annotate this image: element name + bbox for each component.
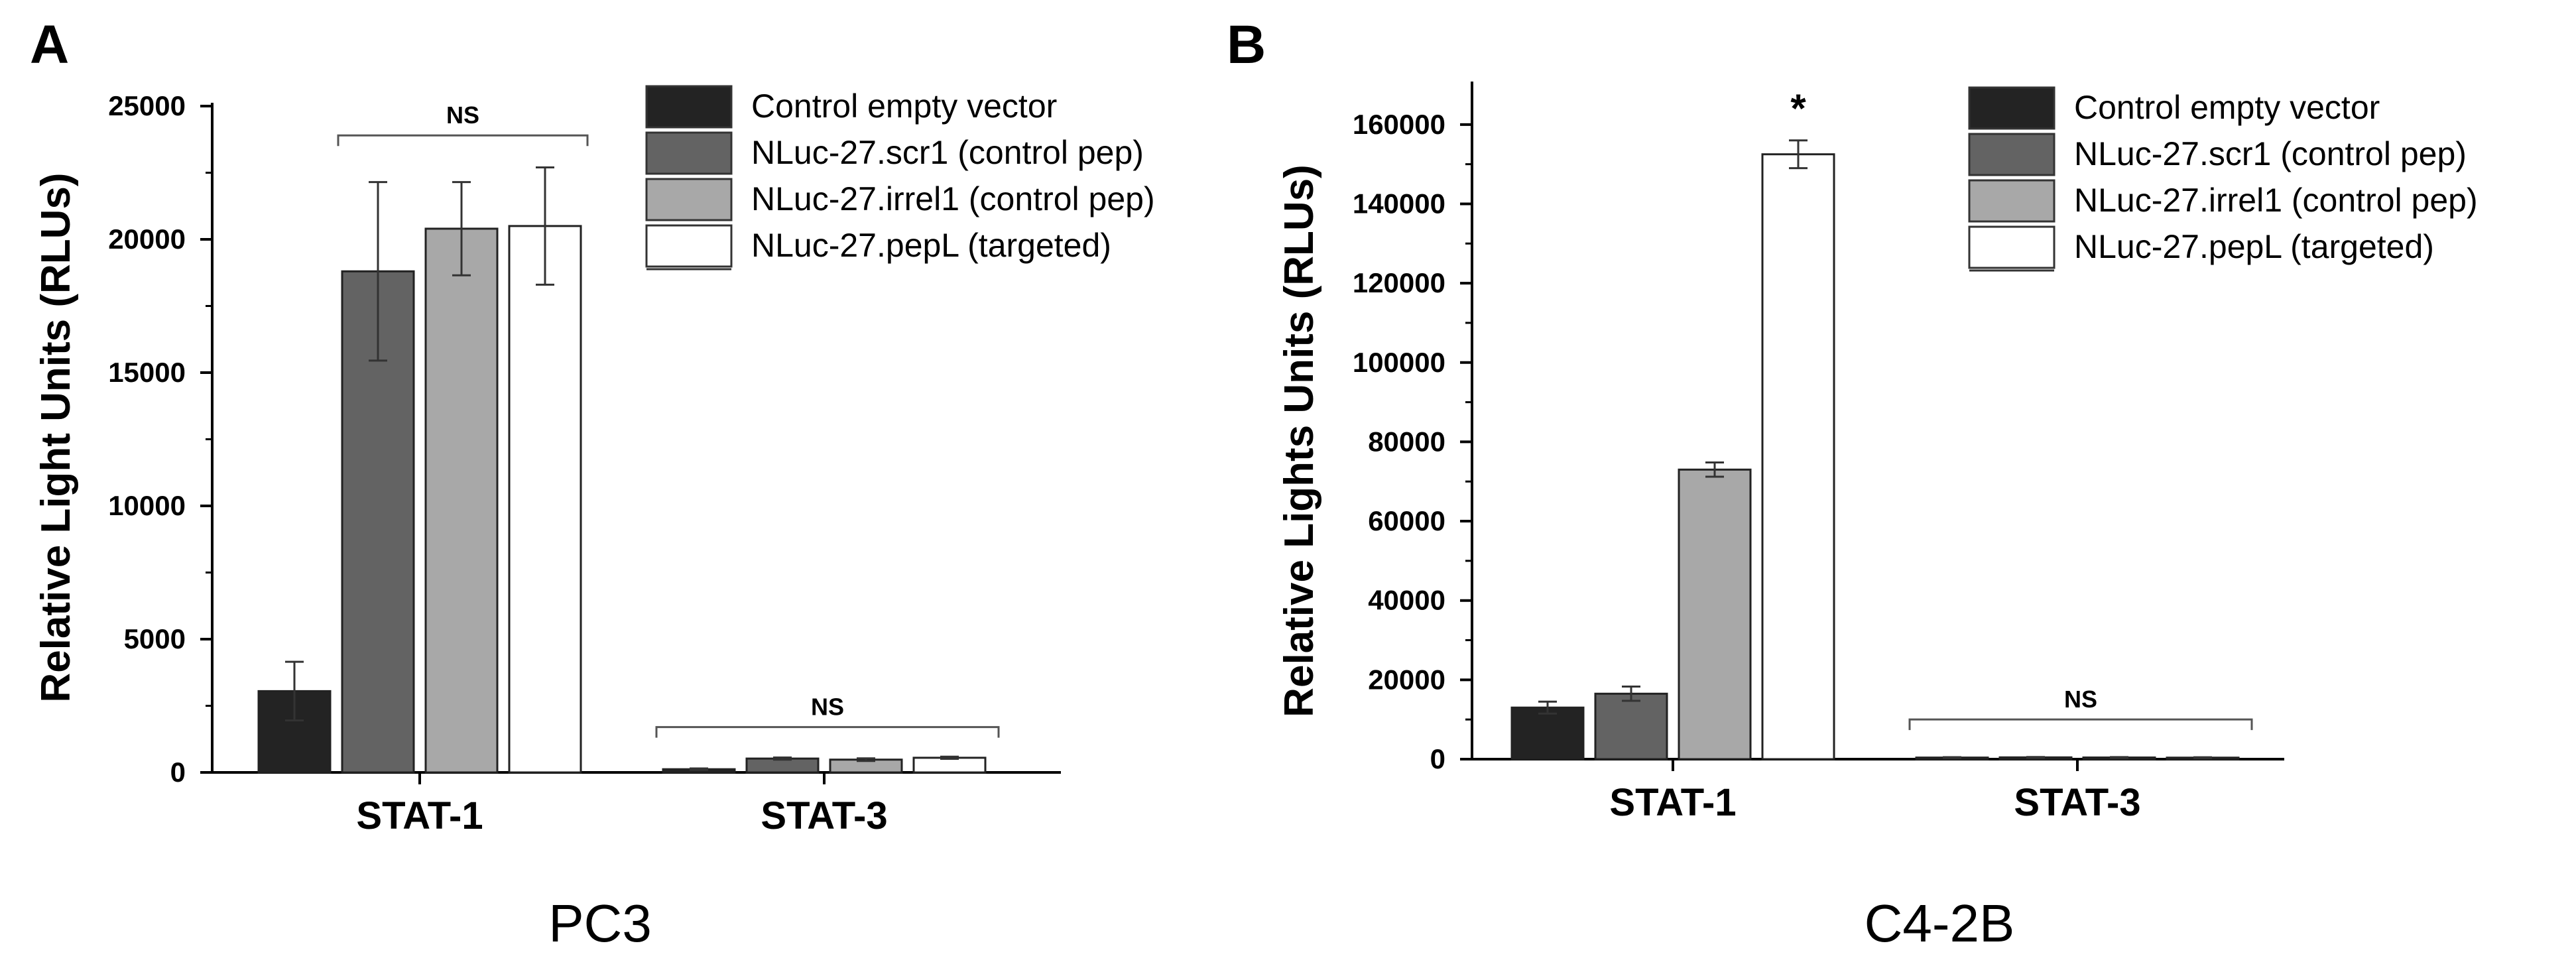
- y-tick-label-b: 160000: [1353, 109, 1445, 140]
- y-tick-label-a: 5000: [124, 623, 186, 654]
- y-tick-label-a: 25000: [108, 90, 186, 121]
- bar-a-stat-1-0: [257, 690, 332, 774]
- bar-a-stat-1-2: [424, 227, 499, 774]
- y-tick-label-b: 120000: [1353, 267, 1445, 298]
- bar-b-stat-1-0: [1510, 706, 1585, 760]
- y-tick-label-b: 60000: [1368, 505, 1445, 536]
- significance-bracket-a: [337, 134, 589, 147]
- y-tick-label-b: 40000: [1368, 585, 1445, 616]
- significance-label-a: NS: [811, 694, 844, 721]
- legend-label-b-3: NLuc-27.pepL (targeted): [2074, 228, 2434, 265]
- bar-b-stat-1-3: [1761, 153, 1835, 760]
- caption-a: PC3: [548, 894, 652, 953]
- legend-a: Control empty vector NLuc-27.scr1 (contro…: [645, 85, 1155, 271]
- category-label-b: STAT-1: [1609, 781, 1736, 824]
- y-tick-label-a: 15000: [108, 357, 186, 388]
- panel-b: B Relative Lights Units (RLUs) Control e…: [1227, 15, 2478, 953]
- legend-swatch-b-3: [1968, 225, 2055, 269]
- category-label-a: STAT-3: [761, 794, 887, 837]
- legend-swatch-a-0: [645, 85, 733, 129]
- legend-label-b-2: NLuc-27.irrel1 (control pep): [2074, 182, 2478, 219]
- legend-swatch-a-3: [645, 224, 733, 268]
- panel-a: A Relative Light Units (RLUs) Control em…: [30, 15, 1155, 953]
- y-axis-label-b: Relative Lights Units (RLUs): [1276, 164, 1322, 717]
- legend-swatch-b-0: [1968, 86, 2055, 130]
- y-tick-label-b: 140000: [1353, 188, 1445, 219]
- y-tick-label-a: 10000: [108, 490, 186, 521]
- bar-a-stat-3-3: [912, 757, 987, 774]
- caption-b: C4-2B: [1865, 894, 2015, 953]
- bar-b-stat-1-1: [1594, 692, 1668, 760]
- legend-swatch-a-2: [645, 178, 733, 221]
- y-tick-label-a: 0: [170, 757, 186, 788]
- legend-label-b-1: NLuc-27.scr1 (control pep): [2074, 135, 2467, 172]
- significance-bracket-a: [655, 726, 1000, 738]
- y-tick-label-b: 20000: [1368, 664, 1445, 695]
- panel-letter-b: B: [1227, 15, 1266, 75]
- legend-label-a-2: NLuc-27.irrel1 (control pep): [751, 180, 1155, 217]
- bar-a-stat-1-3: [508, 225, 582, 774]
- y-tick-label-b: 100000: [1353, 347, 1445, 378]
- y-tick-label-b: 80000: [1368, 426, 1445, 457]
- legend-swatch-b-2: [1968, 179, 2055, 223]
- panel-letter-a: A: [30, 15, 69, 75]
- significance-label-b: NS: [2064, 686, 2097, 713]
- legend-b: Control empty vector NLuc-27.scr1 (contro…: [1968, 86, 2478, 272]
- significance-bracket-b: [1908, 718, 2253, 731]
- legend-label-b-0: Control empty vector: [2074, 89, 2380, 126]
- category-label-b: STAT-3: [2014, 781, 2140, 824]
- bar-b-stat-1-2: [1678, 468, 1752, 760]
- significance-star-b: *: [1790, 86, 1806, 131]
- bar-a-stat-3-1: [745, 757, 820, 774]
- y-tick-label-a: 20000: [108, 223, 186, 255]
- legend-label-a-0: Control empty vector: [751, 88, 1057, 125]
- legend-label-a-3: NLuc-27.pepL (targeted): [751, 227, 1111, 264]
- legend-swatch-b-1: [1968, 133, 2055, 176]
- y-axis-label-a: Relative Light Units (RLUs): [33, 172, 79, 702]
- category-label-a: STAT-1: [356, 794, 483, 837]
- y-tick-label-b: 0: [1430, 743, 1445, 774]
- legend-swatch-a-1: [645, 131, 733, 175]
- significance-label-a: NS: [446, 101, 479, 129]
- legend-label-a-1: NLuc-27.scr1 (control pep): [751, 134, 1144, 171]
